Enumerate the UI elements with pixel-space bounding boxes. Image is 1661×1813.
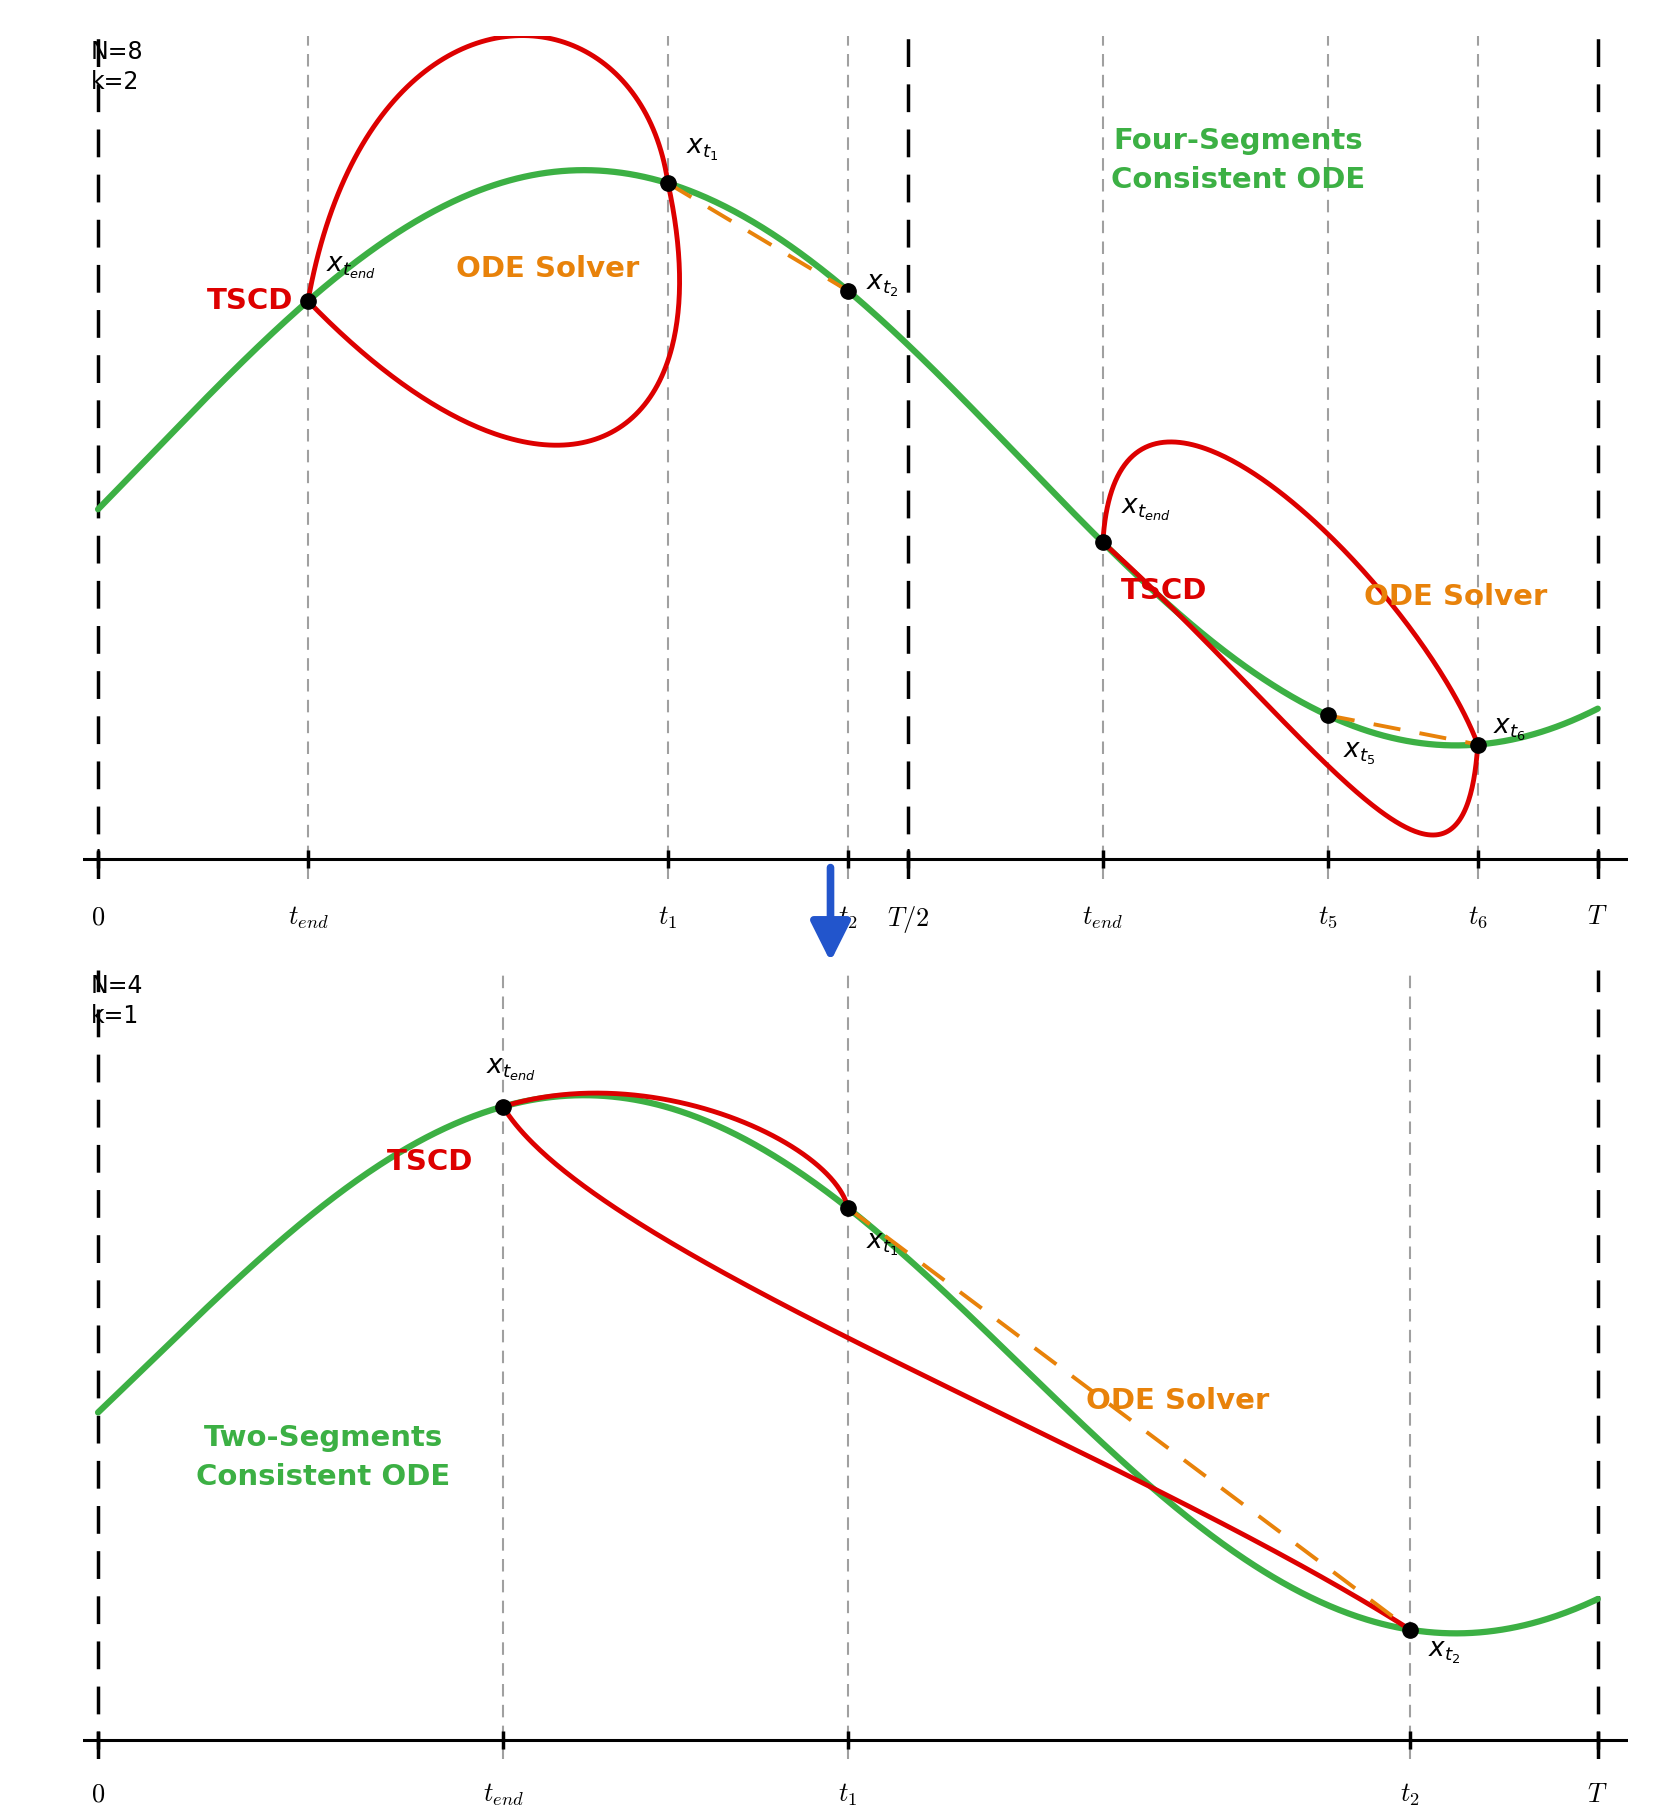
Text: N=4
k=1: N=4 k=1 xyxy=(91,974,143,1028)
Text: $x_{t_2}$: $x_{t_2}$ xyxy=(1428,1639,1462,1666)
Text: $t_{end}$: $t_{end}$ xyxy=(483,1782,523,1808)
Text: ODE Solver: ODE Solver xyxy=(1364,582,1546,611)
Text: $x_{t_1}$: $x_{t_1}$ xyxy=(686,136,719,163)
Text: $T$: $T$ xyxy=(1588,905,1608,928)
Text: |: | xyxy=(1595,850,1601,870)
Text: $t_6$: $t_6$ xyxy=(1468,905,1488,930)
Text: $t_5$: $t_5$ xyxy=(1317,905,1337,930)
Text: $x_{t_{end}}$: $x_{t_{end}}$ xyxy=(485,1057,535,1084)
Text: $t_2$: $t_2$ xyxy=(839,905,857,930)
Text: $x_{t_{end}}$: $x_{t_{end}}$ xyxy=(1121,497,1171,522)
Text: $t_2$: $t_2$ xyxy=(1400,1782,1420,1808)
Text: $x_{t_1}$: $x_{t_1}$ xyxy=(865,1231,899,1258)
Text: ODE Solver: ODE Solver xyxy=(457,256,639,283)
Text: $t_{end}$: $t_{end}$ xyxy=(287,905,329,930)
Text: Two-Segments
Consistent ODE: Two-Segments Consistent ODE xyxy=(196,1423,450,1490)
Text: $T$: $T$ xyxy=(1588,1782,1608,1808)
Text: $T/2$: $T/2$ xyxy=(887,905,928,936)
Text: TSCD: TSCD xyxy=(1121,577,1208,606)
Text: $t_{end}$: $t_{end}$ xyxy=(1083,905,1123,930)
Text: $0$: $0$ xyxy=(91,1782,105,1808)
Text: TSCD: TSCD xyxy=(387,1148,473,1177)
Text: $x_{t_{end}}$: $x_{t_{end}}$ xyxy=(326,254,375,281)
Text: $x_{t_5}$: $x_{t_5}$ xyxy=(1342,740,1375,767)
Text: Four-Segments
Consistent ODE: Four-Segments Consistent ODE xyxy=(1111,127,1365,194)
Text: $t_1$: $t_1$ xyxy=(658,905,678,930)
Text: ODE Solver: ODE Solver xyxy=(1086,1387,1269,1416)
Text: TSCD: TSCD xyxy=(206,286,292,315)
Text: $0$: $0$ xyxy=(91,905,105,928)
Text: $t_1$: $t_1$ xyxy=(839,1782,857,1808)
Text: |: | xyxy=(904,850,912,870)
Text: N=8
k=2: N=8 k=2 xyxy=(91,40,143,94)
Text: $x_{t_6}$: $x_{t_6}$ xyxy=(1493,716,1526,743)
Text: $x_{t_2}$: $x_{t_2}$ xyxy=(865,272,899,299)
Text: |: | xyxy=(95,850,101,870)
